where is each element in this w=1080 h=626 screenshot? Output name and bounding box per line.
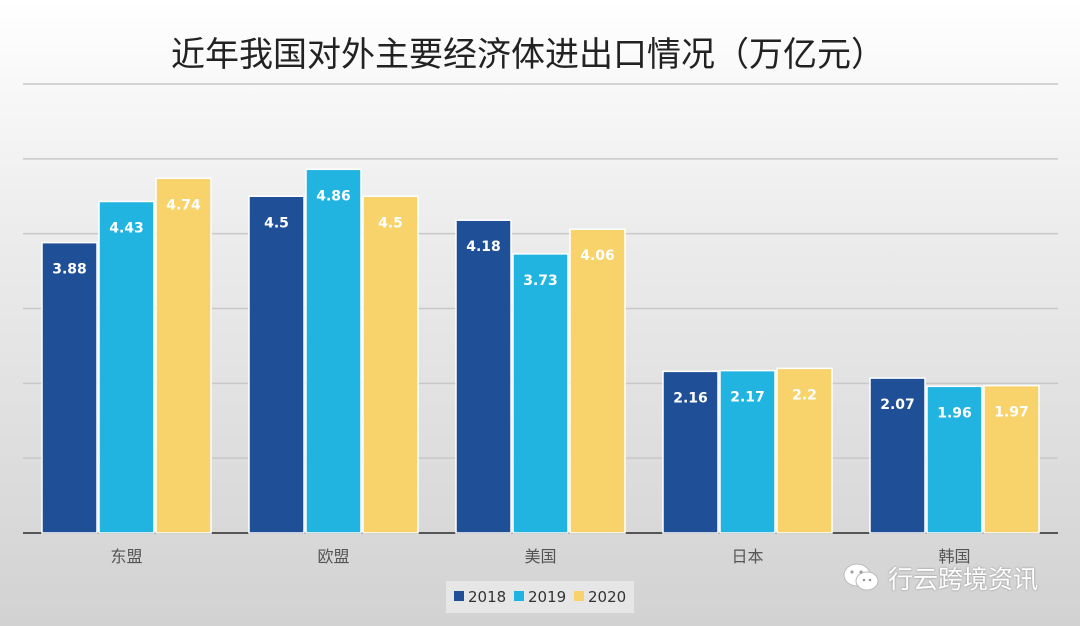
watermark-text: 行云跨境资讯 [888, 565, 1039, 594]
category-label: 韩国 [938, 547, 970, 566]
category-label: 日本 [731, 547, 763, 566]
data-label: 1.96 [937, 405, 972, 421]
data-label: 1.97 [994, 405, 1029, 421]
legend-swatch-2018 [454, 591, 464, 601]
legend-label: 2020 [588, 588, 626, 606]
bar-2020 [983, 384, 1040, 534]
watermark: 行云跨境资讯 [842, 560, 1038, 596]
data-label: 4.18 [466, 239, 501, 255]
data-label: 2.07 [880, 397, 915, 413]
legend-label: 2018 [468, 588, 506, 606]
bar-2018 [662, 370, 719, 534]
bar-2019 [719, 369, 776, 534]
bar-2020 [569, 228, 626, 534]
data-label: 3.88 [52, 262, 87, 278]
bar-2018 [455, 219, 512, 534]
data-label: 4.86 [316, 188, 351, 204]
data-label: 4.43 [109, 220, 144, 236]
data-label: 3.73 [523, 273, 558, 289]
bar-2020 [776, 367, 833, 534]
bar-2019 [98, 200, 155, 534]
legend-label: 2019 [528, 588, 566, 606]
bar-2018 [248, 195, 305, 534]
chart-title: 近年我国对外主要经济体进出口情况（万亿元） [171, 35, 885, 75]
legend-swatch-2019 [514, 591, 524, 601]
category-label: 东盟 [110, 547, 142, 566]
wechat-icon [843, 563, 879, 591]
data-label: 2.2 [792, 387, 817, 403]
data-label: 2.17 [730, 390, 765, 406]
data-label: 4.5 [264, 215, 289, 231]
data-label: 2.16 [673, 390, 708, 406]
category-label: 欧盟 [317, 547, 349, 566]
data-label: 4.74 [166, 197, 201, 213]
bar-2018 [41, 241, 98, 534]
bar-2018 [869, 377, 926, 534]
legend: 2018 2019 2020 [446, 581, 634, 613]
bar-2020 [362, 195, 419, 534]
legend-background [446, 581, 634, 613]
bar-2020 [155, 177, 212, 534]
legend-swatch-2020 [574, 591, 584, 601]
data-label: 4.5 [378, 215, 403, 231]
bar-2019 [926, 385, 983, 534]
bar-2019 [512, 253, 569, 534]
data-label: 4.06 [580, 248, 615, 264]
bar-2019 [305, 168, 362, 534]
category-label: 美国 [524, 547, 556, 566]
